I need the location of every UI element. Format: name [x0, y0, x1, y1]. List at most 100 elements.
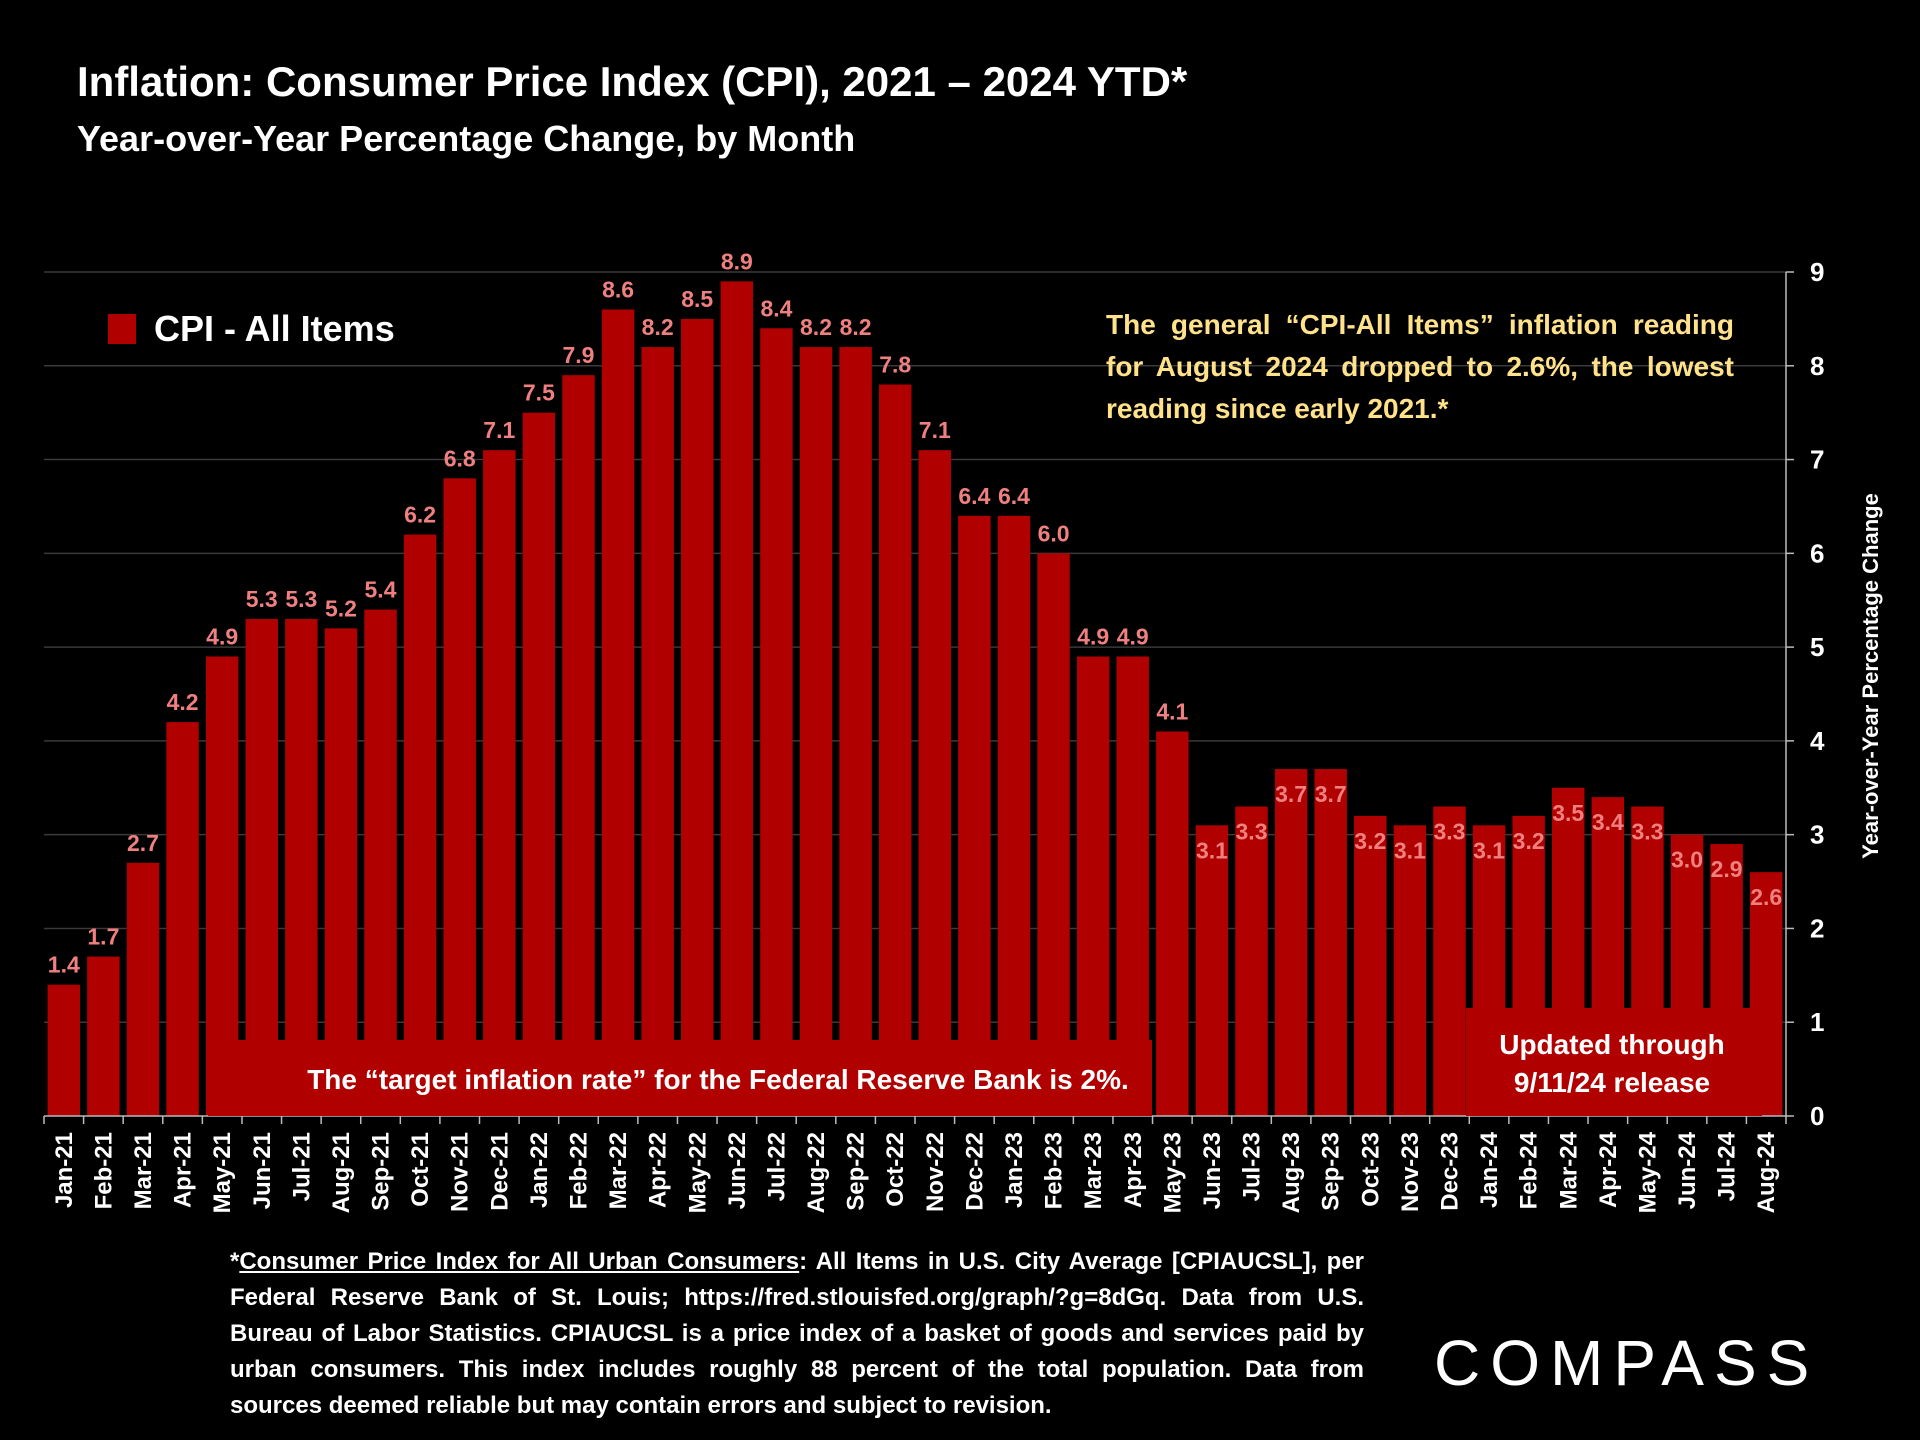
data-label: 8.2 — [642, 314, 674, 340]
x-tick-label: Mar-24 — [1555, 1131, 1582, 1209]
bar — [760, 328, 793, 1116]
y-tick-label: 0 — [1810, 1101, 1824, 1131]
x-tick-label: May-22 — [684, 1132, 711, 1213]
x-tick-label: May-21 — [209, 1132, 236, 1213]
chart-title: Inflation: Consumer Price Index (CPI), 2… — [77, 58, 1188, 105]
bar — [878, 384, 912, 1116]
bar — [1076, 656, 1110, 1116]
x-tick-label: Jun-22 — [724, 1132, 751, 1209]
data-label: 4.2 — [167, 689, 199, 715]
data-label: 8.6 — [602, 277, 634, 303]
bar — [681, 318, 714, 1116]
y-tick-label: 7 — [1810, 445, 1824, 475]
data-label: 2.9 — [1711, 856, 1743, 882]
x-tick-label: Oct-21 — [407, 1132, 434, 1207]
x-tick-label: Jul-21 — [288, 1132, 315, 1201]
footnote: *Consumer Price Index for All Urban Cons… — [230, 1248, 1365, 1419]
data-label: 7.5 — [523, 380, 555, 406]
data-label: 7.1 — [483, 417, 515, 443]
bar — [799, 347, 833, 1116]
x-tick-label: Jan-21 — [51, 1132, 78, 1208]
footnote-text: : All Items in U.S. City Average [CPIAUC… — [230, 1248, 1365, 1419]
x-tick-label: Nov-21 — [447, 1132, 474, 1212]
data-label: 3.5 — [1552, 800, 1584, 826]
bar — [1156, 731, 1189, 1116]
data-label: 6.4 — [958, 483, 990, 509]
data-label: 5.3 — [246, 586, 278, 612]
bar — [87, 956, 120, 1116]
x-tick-label: Mar-23 — [1080, 1132, 1107, 1209]
bar — [403, 534, 437, 1116]
data-label: 5.4 — [365, 577, 397, 603]
x-tick-label: Oct-23 — [1357, 1132, 1384, 1207]
data-label: 7.8 — [879, 352, 911, 378]
bar — [997, 515, 1031, 1116]
y-tick-label: 9 — [1810, 257, 1824, 287]
x-tick-label: Aug-21 — [328, 1132, 355, 1213]
updated-line-2: 9/11/24 release — [1513, 1067, 1711, 1098]
footnote-source-name: Consumer Price Index for All Urban Consu… — [239, 1248, 800, 1275]
data-label: 3.1 — [1394, 837, 1426, 863]
data-label: 8.2 — [800, 314, 832, 340]
bar — [1354, 815, 1387, 1116]
bar — [166, 722, 199, 1116]
bar — [443, 478, 476, 1116]
y-tick-label: 4 — [1810, 726, 1825, 756]
x-tick-label: Feb-21 — [90, 1132, 117, 1209]
data-label: 1.7 — [87, 924, 119, 950]
data-label: 8.2 — [840, 314, 872, 340]
bar — [918, 450, 952, 1117]
data-label: 8.4 — [760, 295, 792, 321]
x-tick-label: Jan-22 — [526, 1132, 553, 1208]
bar — [245, 618, 278, 1116]
x-tick-label: Apr-21 — [170, 1132, 197, 1208]
x-tick-label: Jan-24 — [1476, 1131, 1503, 1208]
updated-note-box — [1466, 1008, 1762, 1116]
x-tick-label: Feb-23 — [1041, 1132, 1068, 1209]
data-label: 4.9 — [1117, 623, 1149, 649]
bar — [522, 412, 556, 1117]
data-label: 4.1 — [1156, 699, 1188, 725]
bar — [562, 375, 595, 1117]
chart-subtitle: Year-over-Year Percentage Change, by Mon… — [77, 118, 856, 159]
bar — [720, 281, 754, 1116]
bar — [1314, 769, 1347, 1116]
data-label: 3.7 — [1275, 781, 1307, 807]
chart-legend: CPI - All Items — [108, 308, 395, 350]
x-tick-label: Jun-21 — [249, 1132, 276, 1209]
data-label: 6.0 — [1038, 520, 1070, 546]
x-tick-label: May-24 — [1634, 1131, 1661, 1213]
bar — [1037, 553, 1070, 1116]
bar — [126, 862, 160, 1116]
x-tick-label: Jul-23 — [1239, 1132, 1266, 1201]
data-label: 1.4 — [48, 952, 80, 978]
data-label: 6.8 — [444, 445, 476, 471]
x-tick-label: Mar-22 — [605, 1132, 632, 1209]
data-label: 3.2 — [1354, 828, 1386, 854]
x-tick-label: Nov-22 — [922, 1132, 949, 1212]
data-label: 7.1 — [919, 417, 951, 443]
x-tick-label: Feb-24 — [1516, 1131, 1543, 1209]
target-note-box — [208, 1040, 1152, 1116]
x-tick-label: Dec-22 — [961, 1132, 988, 1211]
y-tick-label: 1 — [1810, 1007, 1824, 1037]
x-tick-label: Jun-23 — [1199, 1132, 1226, 1209]
bar — [958, 515, 991, 1116]
data-label: 3.1 — [1196, 837, 1228, 863]
bar — [324, 628, 358, 1116]
data-label: 6.2 — [404, 502, 436, 528]
x-tick-label: Sep-23 — [1318, 1132, 1345, 1211]
data-label: 7.9 — [562, 342, 594, 368]
bar — [1393, 825, 1427, 1116]
updated-line-1: Updated through — [1499, 1029, 1725, 1060]
x-tick-label: Feb-22 — [565, 1132, 592, 1209]
updated-note: Updated through 9/11/24 release — [1462, 1026, 1762, 1102]
bar — [839, 347, 872, 1116]
target-rate-note: The “target inflation rate” for the Fede… — [307, 1064, 1129, 1095]
x-tick-label: Nov-23 — [1397, 1132, 1424, 1212]
data-label: 6.4 — [998, 483, 1030, 509]
bar — [641, 347, 674, 1116]
data-label: 3.3 — [1236, 819, 1268, 845]
y-tick-label: 2 — [1810, 913, 1824, 943]
